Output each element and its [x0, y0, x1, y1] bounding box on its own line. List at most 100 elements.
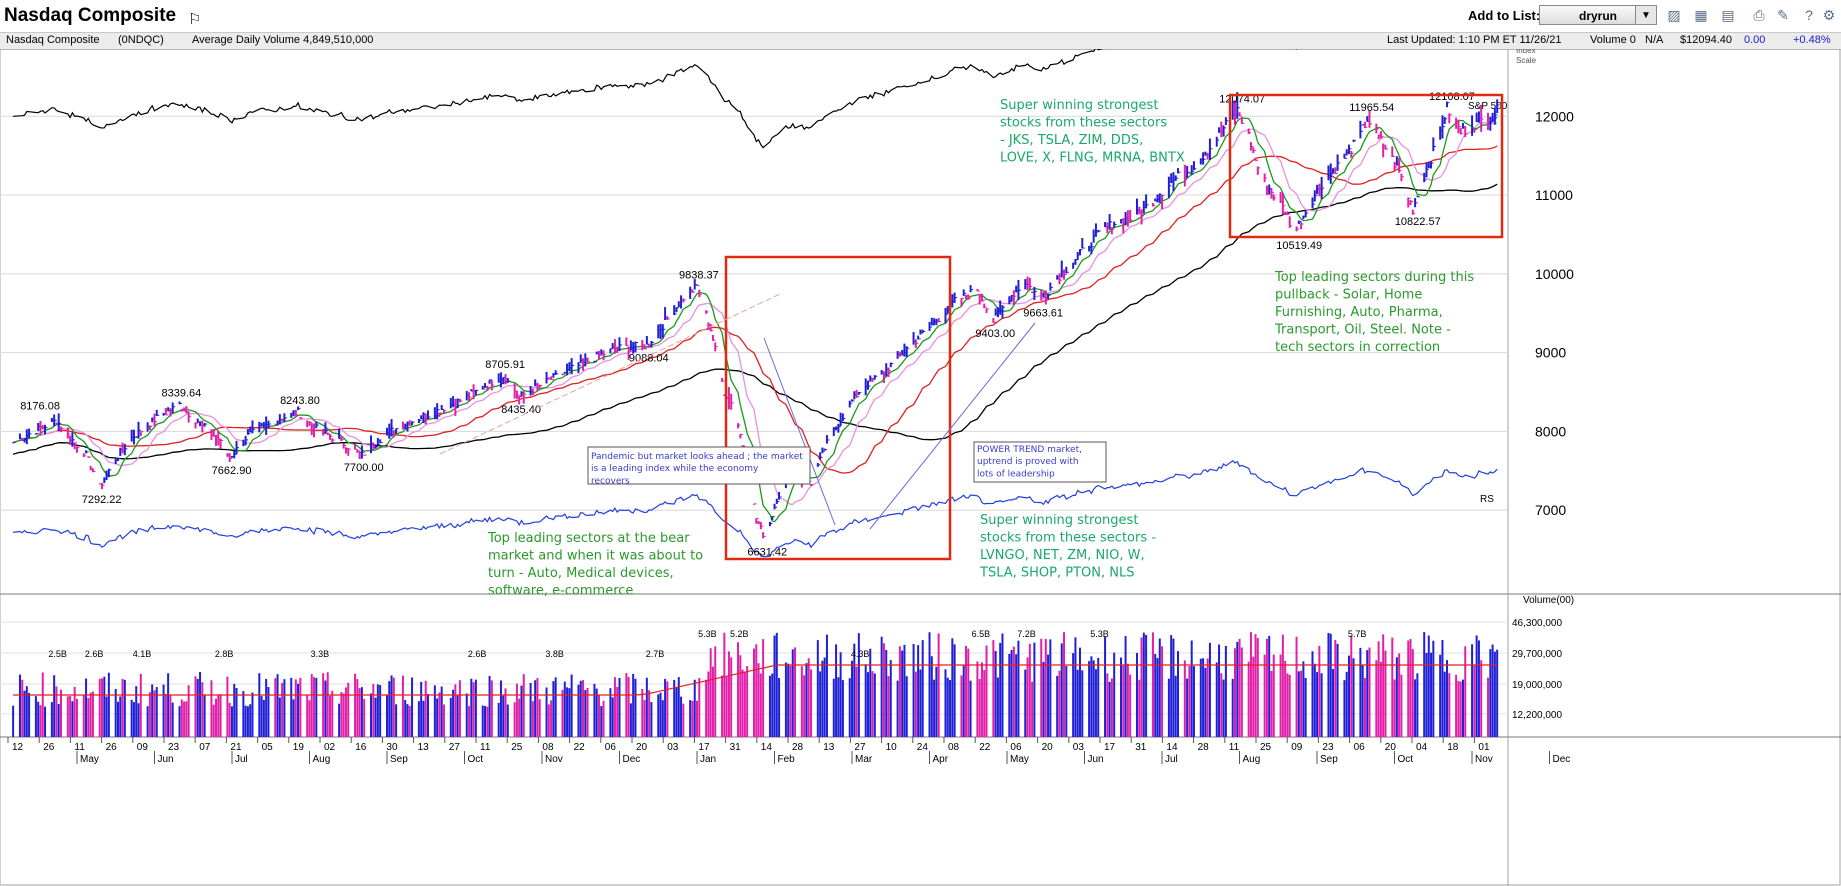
- price-label: 6631.42: [747, 546, 787, 558]
- x-day-label: 28: [1198, 742, 1210, 753]
- x-month-label: May: [1010, 754, 1029, 765]
- add-to-list-label: Add to List:: [1468, 8, 1541, 23]
- x-day-label: 06: [605, 742, 617, 753]
- price-label: 7662.90: [212, 465, 252, 477]
- x-month-label: Jan: [700, 754, 716, 765]
- x-month-label: Apr: [933, 754, 949, 765]
- note-pandemic-box: [587, 446, 811, 485]
- settings-icon[interactable]: ⚙: [1822, 7, 1836, 23]
- note-power-trend-line: POWER TREND market,: [977, 445, 1082, 455]
- x-month-label: Dec: [1553, 754, 1571, 765]
- volume-label: 7.2B: [1017, 629, 1036, 639]
- annotation-sectors-pullback-line: Top leading sectors during this: [1274, 270, 1474, 285]
- x-month-label: Mar: [855, 754, 873, 765]
- annotation-sectors-bear-line: software, e-commerce: [488, 584, 633, 599]
- annotation-sectors-bull-mid-line: LVNGO, NET, ZM, NIO, W,: [980, 548, 1145, 563]
- annotation-sectors-bull-right-line: Super winning strongest: [1000, 98, 1158, 113]
- x-day-label: 22: [979, 742, 991, 753]
- volume-tick-label: 19,000,000: [1512, 680, 1562, 691]
- chevron-down-icon[interactable]: ▼: [1635, 5, 1657, 25]
- sp500-line: S&P 500: [13, 49, 1508, 149]
- line-chart-icon[interactable]: ▨: [1667, 7, 1681, 23]
- price-label: 8176.08: [20, 401, 60, 413]
- x-day-label: 12: [12, 742, 24, 753]
- x-month-label: Jun: [1088, 754, 1104, 765]
- volume-tick-label: 12,200,000: [1512, 710, 1562, 721]
- x-day-label: 02: [324, 742, 336, 753]
- x-day-label: 08: [948, 742, 960, 753]
- x-day-label: 27: [854, 742, 866, 753]
- annotation-sectors-bear-line: Top leading sectors at the bear: [487, 531, 690, 546]
- tools-icon[interactable]: ✎: [1777, 7, 1789, 23]
- x-month-label: Nov: [1475, 754, 1493, 765]
- x-day-label: 23: [1322, 742, 1334, 753]
- price-label: 9838.37: [679, 270, 719, 282]
- x-month-label: Dec: [623, 754, 641, 765]
- price-label: 10519.49: [1276, 240, 1322, 252]
- annotation-sectors-bull-mid-line: Super winning strongest: [980, 513, 1138, 528]
- downtrend-line: [763, 337, 836, 526]
- volume-label: 3.8B: [545, 649, 564, 659]
- ma-50-line: [12, 145, 1498, 474]
- x-day-label: 09: [137, 742, 149, 753]
- help-icon[interactable]: ?: [1805, 7, 1813, 23]
- price-label: 10822.57: [1395, 216, 1441, 228]
- x-day-label: 26: [43, 742, 55, 753]
- x-month-label: Sep: [1320, 754, 1338, 765]
- note-pandemic-line: Pandemic but market looks ahead ; the ma…: [591, 452, 803, 462]
- annotation-sectors-bull-right: Super winning strongest stocks from these…: [1000, 98, 1185, 166]
- note-power-trend-line: uptrend is proved with: [977, 457, 1079, 467]
- x-day-label: 24: [917, 742, 929, 753]
- annotation-sectors-pullback-line: Furnishing, Auto, Pharma,: [1275, 305, 1443, 320]
- price-tick-label: 7000: [1535, 502, 1566, 518]
- avg-volume: Average Daily Volume 4,849,510,000: [192, 34, 374, 46]
- x-month-label: Aug: [1243, 754, 1261, 765]
- price-label: 9088.04: [629, 353, 669, 365]
- price-tick-label: 11000: [1535, 187, 1573, 203]
- axes: 7000 8000 9000 10000 11000 12000 46,300,000 29,…: [7, 49, 1574, 765]
- x-day-label: 22: [574, 742, 586, 753]
- sp500-label: S&P 500: [1468, 101, 1508, 112]
- annotation-sectors-bull-right-line: stocks from these sectors: [1000, 116, 1167, 131]
- x-month-label: Nov: [545, 754, 563, 765]
- pullback-box: [1228, 93, 1504, 239]
- index-symbol: (0NDQC): [118, 34, 164, 46]
- x-day-label: 11: [74, 742, 85, 753]
- x-day-label: 13: [823, 742, 835, 753]
- x-month-label: Sep: [390, 754, 408, 765]
- chart-frame: [0, 49, 1841, 886]
- sp500-path: [13, 49, 1298, 149]
- change-pct: +0.48%: [1793, 34, 1831, 46]
- note-pandemic-line: is a leading index while the economy: [591, 464, 759, 474]
- flag-icon[interactable]: ⚐: [188, 11, 202, 28]
- x-day-label: 31: [730, 742, 742, 753]
- bear-market-box: [724, 255, 952, 561]
- note-pandemic: Pandemic but market looks ahead ; the ma…: [591, 452, 803, 486]
- x-day-label: 09: [1291, 742, 1303, 753]
- table-icon[interactable]: ▦: [1694, 7, 1708, 23]
- price-value: $12094.40: [1680, 34, 1732, 46]
- x-day-label: 06: [1010, 742, 1022, 753]
- x-day-label: 31: [1135, 742, 1147, 753]
- index-name: Nasdaq Composite: [6, 34, 100, 46]
- grid: [0, 49, 1841, 886]
- x-month-label: Jul: [235, 754, 248, 765]
- x-day-label: 08: [542, 742, 554, 753]
- price-label: 8339.64: [162, 388, 202, 400]
- volume-label: 2.7B: [646, 649, 665, 659]
- print-icon[interactable]: ⎙: [1753, 7, 1765, 23]
- x-day-label: 23: [168, 742, 180, 753]
- volume-label: 4.3B: [851, 649, 870, 659]
- rs-line: RS: [13, 460, 1498, 558]
- list-select[interactable]: dryrun: [1539, 5, 1657, 25]
- x-day-label: 25: [1260, 742, 1272, 753]
- volume-label: 5.3B: [1090, 629, 1109, 639]
- price-label: 8705.91: [485, 359, 525, 371]
- x-day-label: 05: [262, 742, 274, 753]
- x-day-label: 18: [1447, 742, 1459, 753]
- note-pandemic-line: recovers: [591, 476, 630, 486]
- volume-label: 5.7B: [1348, 629, 1367, 639]
- grid-icon[interactable]: ▤: [1721, 7, 1735, 23]
- x-month-label: Jul: [1165, 754, 1178, 765]
- annotation-sectors-bull-right-line: LOVE, X, FLNG, MRNA, BNTX: [1000, 151, 1185, 166]
